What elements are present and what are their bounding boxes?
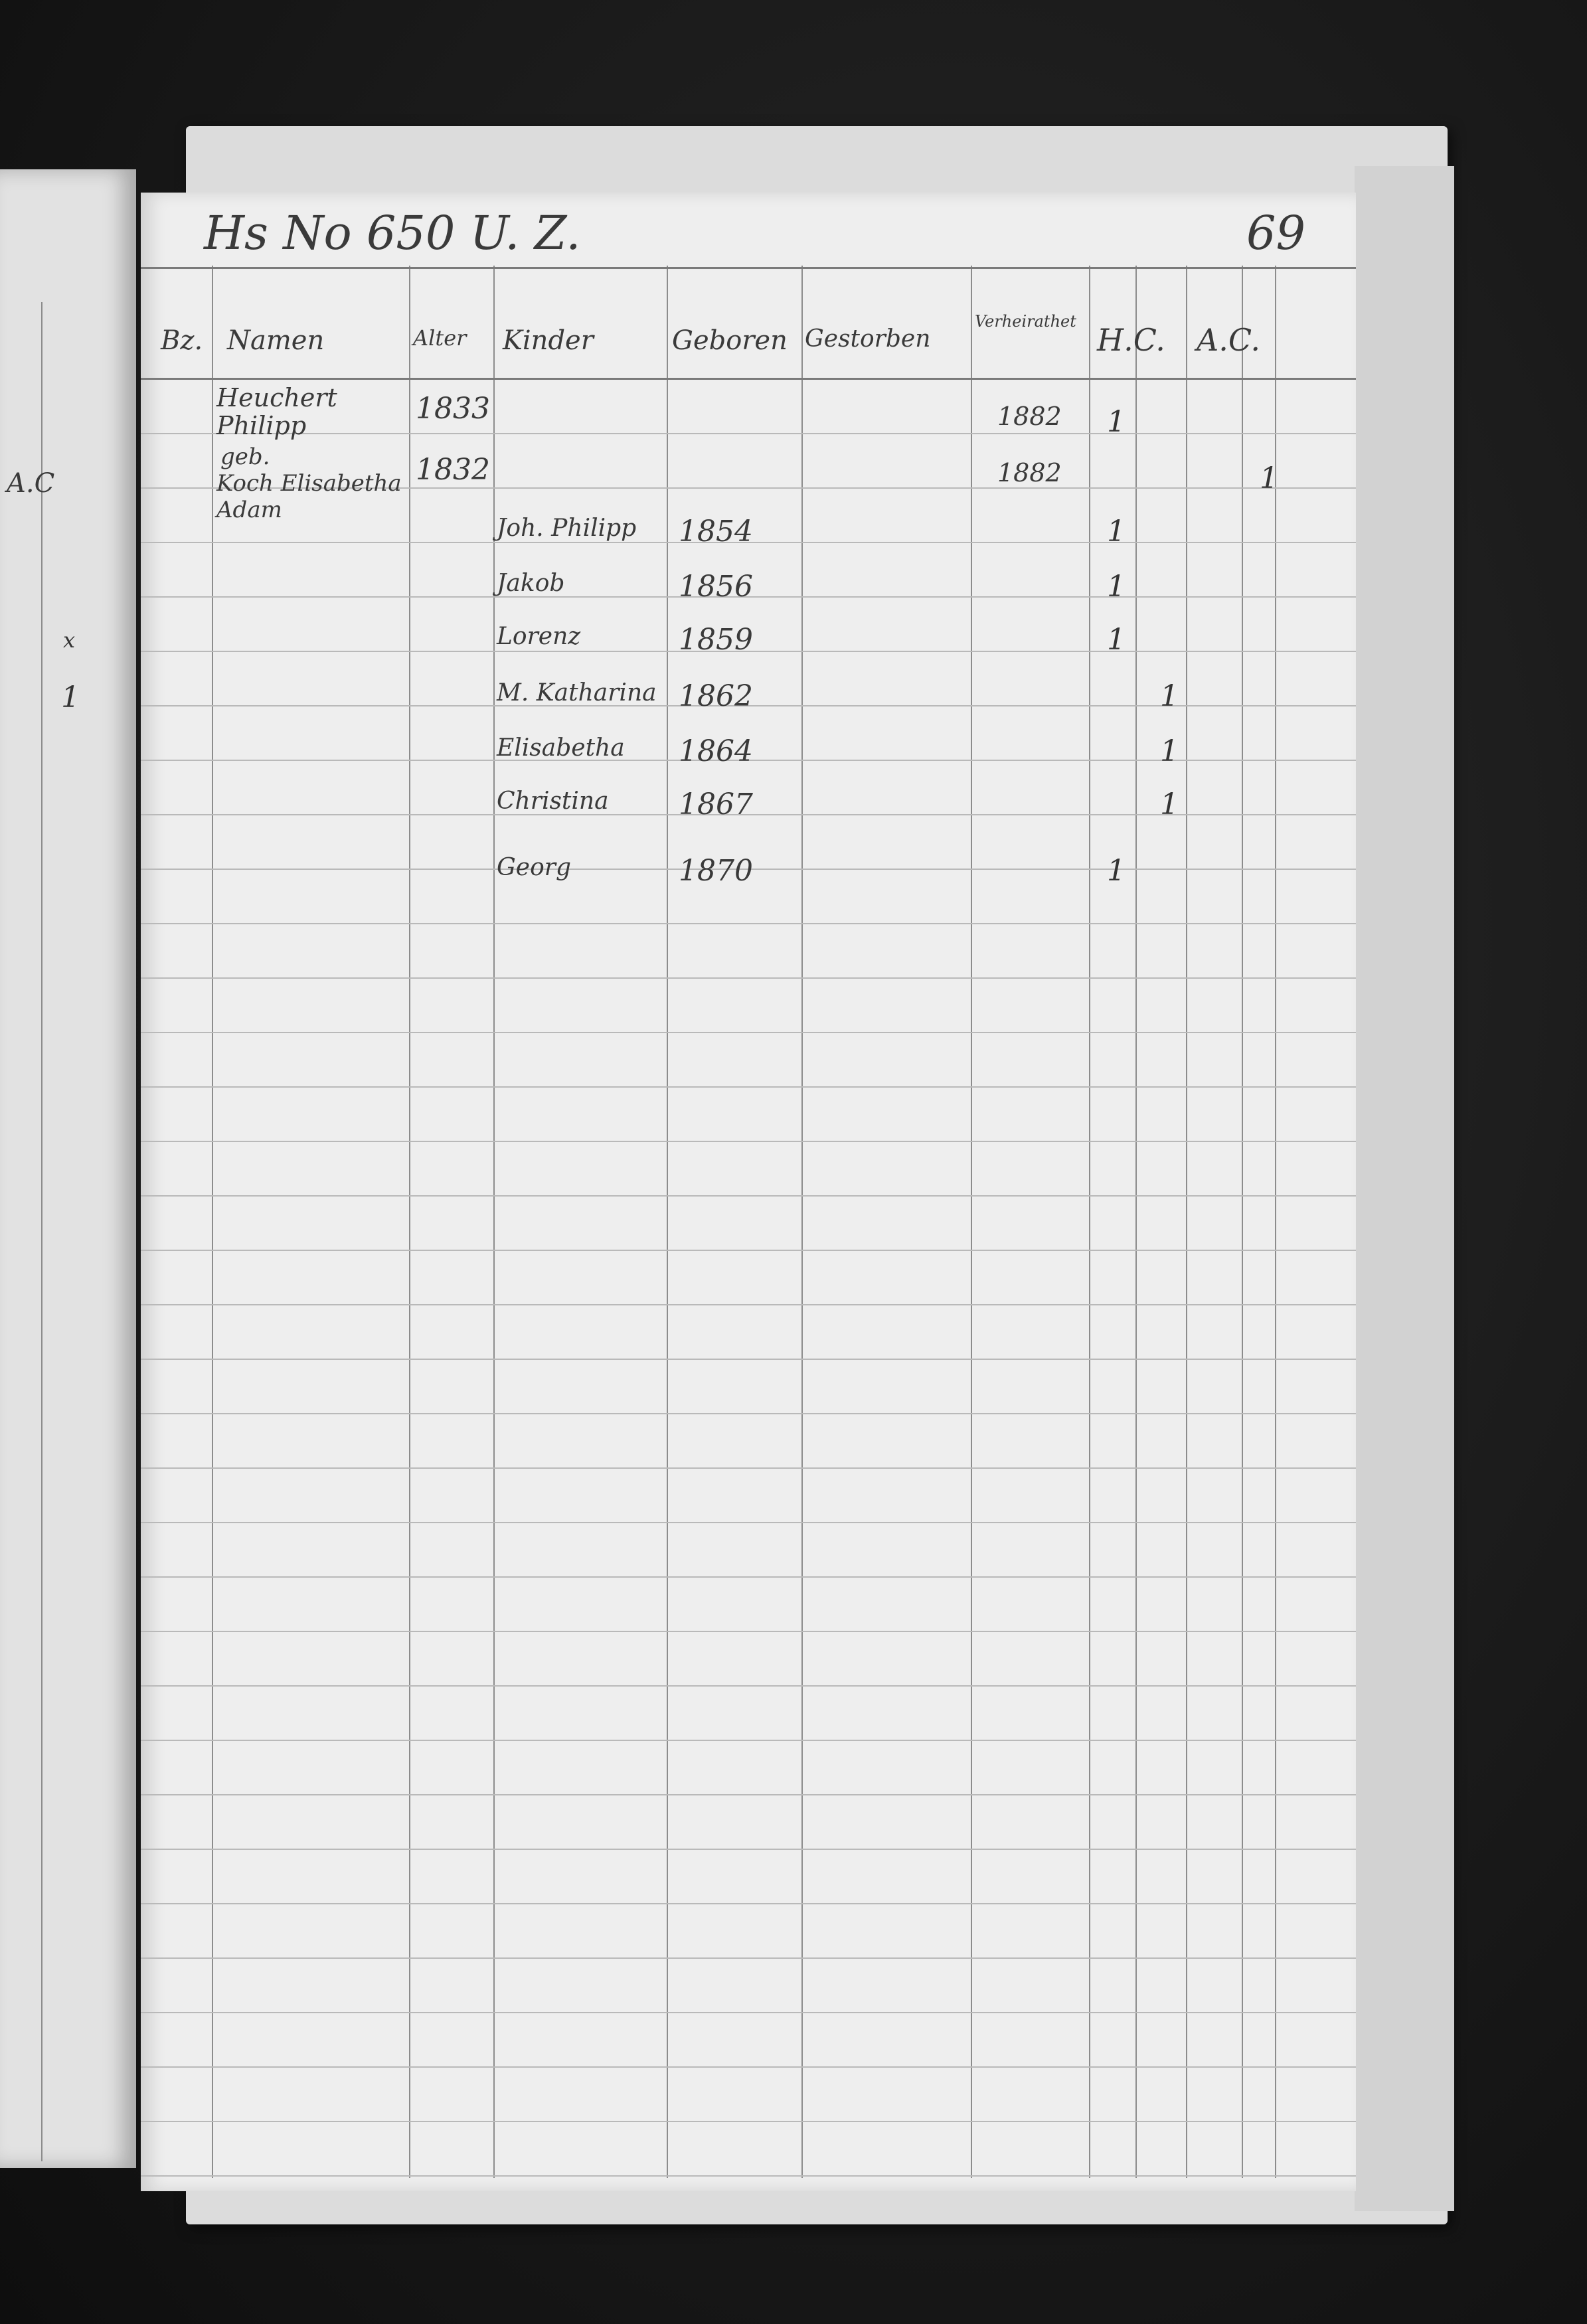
left-page: A.C x 1	[0, 169, 136, 2168]
row-rule	[141, 1631, 1356, 1632]
child-name: Georg	[497, 854, 571, 881]
child-name: Elisabetha	[497, 734, 625, 762]
row-rule	[141, 596, 1356, 598]
row-rule	[141, 923, 1356, 924]
child-birth-year: 1859	[679, 623, 753, 657]
header-geboren: Geboren	[672, 325, 788, 356]
row-rule	[141, 1413, 1356, 1414]
left-mark: 1	[61, 681, 80, 714]
child-birth-year: 1864	[679, 734, 753, 768]
column-rule	[667, 266, 668, 2178]
house-title: Hs No 650 U. Z.	[204, 206, 581, 260]
row-rule	[141, 1467, 1356, 1469]
left-column-header: A.C	[7, 468, 55, 499]
row-rule	[141, 2066, 1356, 2068]
child-name: Joh. Philipp	[497, 515, 637, 542]
header-alter: Alter	[413, 325, 467, 351]
row-rule	[141, 1359, 1356, 1360]
parent-married: 1882	[997, 458, 1062, 487]
row-rule	[141, 1250, 1356, 1251]
row-rule	[141, 760, 1356, 761]
left-mark: x	[63, 627, 76, 653]
parent-married: 1882	[997, 402, 1062, 431]
column-rule	[1275, 266, 1276, 2178]
header-ac: A.C.	[1197, 322, 1261, 358]
loose-page-edges	[1355, 166, 1454, 2211]
hc-male-mark: 1	[1107, 570, 1126, 604]
column-rule	[1135, 266, 1137, 2178]
hc-male-mark: 1	[1107, 854, 1126, 888]
parent-name: Koch Elisabetha Adam	[216, 470, 402, 523]
child-birth-year: 1854	[679, 515, 753, 548]
parent-name-prefix: geb.	[220, 444, 270, 470]
header-namen: Namen	[227, 325, 325, 356]
parent-year: 1833	[416, 392, 490, 426]
row-rule	[141, 542, 1356, 543]
column-rule	[1186, 266, 1187, 2178]
hc-female-mark: 1	[1160, 734, 1179, 768]
column-rule	[801, 266, 803, 2178]
header-bz: Bz.	[161, 325, 203, 356]
row-rule	[141, 1903, 1356, 1904]
row-rule	[141, 705, 1356, 706]
hc-male-mark: 1	[1107, 515, 1126, 548]
row-rule	[141, 869, 1356, 870]
header-gestorben: Gestorben	[805, 325, 931, 353]
row-rule	[141, 1304, 1356, 1305]
row-rule	[141, 1141, 1356, 1142]
parent-year: 1832	[416, 453, 490, 487]
child-name: M. Katharina	[497, 679, 657, 706]
header-kinder: Kinder	[503, 325, 594, 356]
parent-name: Heuchert Philipp	[216, 383, 337, 440]
row-rule	[141, 651, 1356, 652]
row-rule	[141, 487, 1356, 489]
child-name: Christina	[497, 788, 609, 815]
register-page: Hs No 650 U. Z. 69 Bz. Namen Alter Kinde…	[141, 193, 1356, 2191]
child-birth-year: 1870	[679, 854, 753, 888]
column-rule	[409, 266, 410, 2178]
child-name: Lorenz	[497, 623, 581, 650]
header-verheirathet: Verheirathet	[975, 312, 1076, 331]
column-rule	[1089, 266, 1090, 2178]
child-birth-year: 1862	[679, 679, 753, 713]
row-rule	[141, 1086, 1356, 1088]
column-rule	[212, 266, 213, 2178]
row-rule	[141, 1522, 1356, 1523]
column-rule	[1242, 266, 1243, 2178]
header-hc: H.C.	[1097, 322, 1165, 358]
child-birth-year: 1867	[679, 788, 753, 821]
page-number: 69	[1246, 206, 1306, 260]
header-rule	[141, 378, 1356, 380]
child-birth-year: 1856	[679, 570, 753, 604]
header-rule	[141, 267, 1356, 269]
row-rule	[141, 2012, 1356, 2013]
column-rule	[493, 266, 495, 2178]
row-rule	[141, 1740, 1356, 1741]
ac-mark: 1	[1260, 461, 1278, 495]
row-rule	[141, 1195, 1356, 1197]
row-rule	[141, 1849, 1356, 1850]
column-rule	[41, 302, 42, 2161]
hc-female-mark: 1	[1160, 788, 1179, 821]
row-rule	[141, 433, 1356, 434]
hc-mark: 1	[1107, 405, 1126, 439]
hc-female-mark: 1	[1160, 679, 1179, 713]
row-rule	[141, 977, 1356, 979]
column-rule	[971, 266, 972, 2178]
row-rule	[141, 1957, 1356, 1959]
row-rule	[141, 1794, 1356, 1795]
hc-male-mark: 1	[1107, 623, 1126, 657]
row-rule	[141, 2121, 1356, 2122]
row-rule	[141, 1576, 1356, 1578]
row-rule	[141, 814, 1356, 815]
row-rule	[141, 1685, 1356, 1687]
row-rule	[141, 2175, 1356, 2177]
row-rule	[141, 1032, 1356, 1033]
child-name: Jakob	[497, 570, 565, 597]
